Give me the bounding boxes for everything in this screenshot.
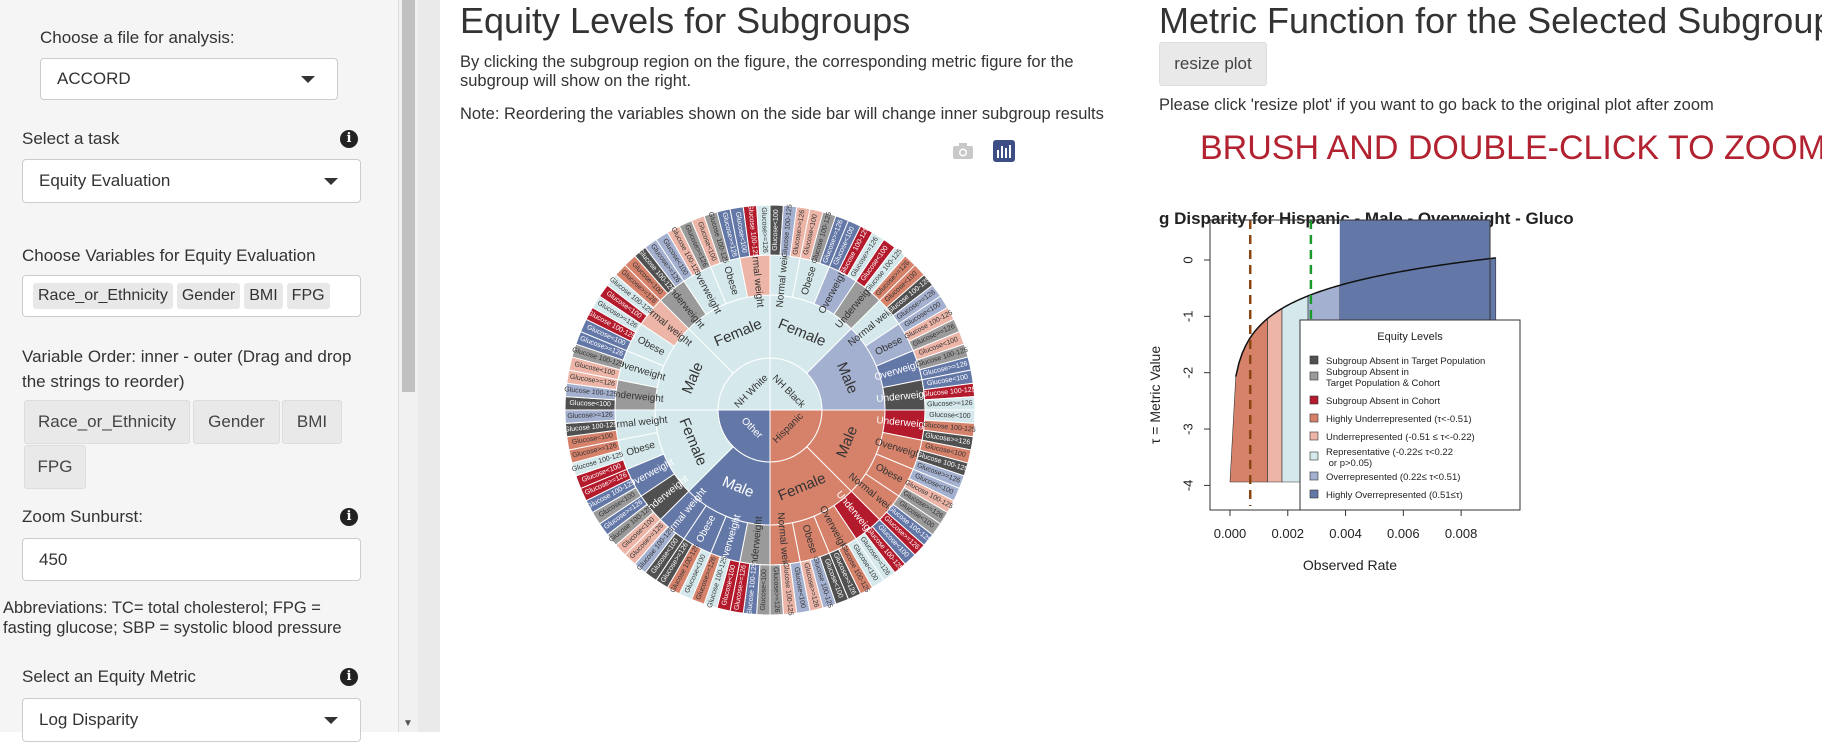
legend-label: Underrepresented (-0.51 ≤ τ<-0.22) <box>1326 432 1475 443</box>
task-label: Select a task <box>22 129 120 148</box>
y-axis-label: τ = Metric Value <box>1150 346 1163 444</box>
metric-select-value: Log Disparity <box>39 710 139 729</box>
legend-swatch <box>1309 395 1319 405</box>
sunburst-bmi-segment-label: Underweight <box>749 516 765 573</box>
legend-swatch <box>1309 489 1319 499</box>
zoom-input-value: 450 <box>39 549 68 569</box>
y-tick-label: -3 <box>1181 423 1196 435</box>
sunburst-title: Equity Levels for Subgroups <box>460 0 911 41</box>
y-tick-label: 0 <box>1181 256 1196 263</box>
sunburst-fpg-segment[interactable] <box>756 204 771 256</box>
sunburst-fpg-segment-label: Glucose<100 <box>929 412 971 420</box>
legend-title: Equity Levels <box>1377 331 1443 343</box>
var-chip[interactable]: FPG <box>286 283 330 309</box>
x-tick-label: 0.008 <box>1445 526 1478 541</box>
plotly-icon[interactable] <box>993 140 1015 162</box>
file-select[interactable]: ACCORD <box>40 58 338 100</box>
info-icon[interactable]: i <box>340 130 358 148</box>
metric-title: Metric Function for the Selected Subgrou… <box>1159 0 1822 41</box>
sunburst-fpg-segment-label: Glucose>=126 <box>772 567 780 613</box>
info-icon[interactable]: i <box>340 668 358 686</box>
x-tick-label: 0.004 <box>1329 526 1362 541</box>
sidebar-scrollbar-thumb[interactable] <box>402 0 415 392</box>
sunburst-fpg-segment-label: Glucose<100 <box>569 400 611 408</box>
metric-select[interactable]: Log Disparity <box>22 698 361 742</box>
reorder-note: Note: Reordering the variables shown on … <box>460 105 1104 123</box>
sunburst-fpg-segment-label: Glucose<100 <box>760 569 768 611</box>
order-label: Variable Order: inner - outer (Drag and … <box>22 347 352 391</box>
x-axis-label: Observed Rate <box>1303 557 1397 573</box>
info-icon[interactable]: i <box>340 508 358 526</box>
sunburst-fpg-segment-label: Glucose>=126 <box>760 207 768 253</box>
order-item[interactable]: FPG <box>24 445 86 489</box>
legend-label: Highly Underrepresented (τ<-0.51) <box>1326 414 1472 425</box>
sunburst-description: By clicking the subgroup region on the f… <box>460 53 1074 90</box>
order-item[interactable]: Gender <box>193 400 280 444</box>
legend-label: Representative (-0.22≤ τ<0.22 or p>0.05) <box>1326 447 1453 469</box>
legend-swatch <box>1309 451 1319 461</box>
legend-label: Subgroup Absent in Target Population <box>1326 356 1485 367</box>
file-select-value: ACCORD <box>57 69 131 88</box>
legend-box <box>1299 319 1521 511</box>
order-item[interactable]: BMI <box>282 400 342 444</box>
sunburst-fpg-segment-label: Glucose>=126 <box>567 412 613 420</box>
chevron-down-icon <box>301 76 315 83</box>
panel-gutter <box>418 0 440 732</box>
camera-icon[interactable] <box>952 142 974 160</box>
resize-plot-button[interactable]: resize plot <box>1159 42 1267 86</box>
order-item[interactable]: Race_or_Ethnicity <box>24 400 190 444</box>
zoom-input[interactable]: 450 <box>22 538 361 581</box>
y-tick-label: -4 <box>1181 480 1196 492</box>
file-label: Choose a file for analysis: <box>40 28 235 47</box>
sunburst-fpg-segment-label: Glucose>=126 <box>927 400 973 408</box>
legend-swatch <box>1309 431 1319 441</box>
sunburst-fpg-segment-label: Glucose<100 <box>772 209 780 251</box>
legend-label: Overrepresented (0.22≤ τ<0.51) <box>1326 472 1460 483</box>
legend-label: Highly Overrepresented (0.51≤τ) <box>1326 490 1463 501</box>
x-tick-label: 0.000 <box>1214 526 1247 541</box>
sidebar <box>0 0 398 732</box>
task-select-value: Equity Evaluation <box>39 171 171 190</box>
equity-band <box>1267 307 1283 483</box>
sunburst-bmi-segment-label: Underweight <box>607 389 664 405</box>
y-tick-label: -2 <box>1181 367 1196 379</box>
sunburst-bmi-segment-label: Underweight <box>876 415 933 431</box>
zoom-hint: BRUSH AND DOUBLE-CLICK TO ZOOM <box>1200 129 1822 167</box>
legend-label: Subgroup Absent in Cohort <box>1326 396 1440 407</box>
var-chip[interactable]: Gender <box>176 283 241 309</box>
scroll-down-arrow-icon[interactable]: ▼ <box>403 718 413 729</box>
metric-label: Select an Equity Metric <box>22 667 196 686</box>
x-tick-label: 0.006 <box>1387 526 1420 541</box>
chevron-down-icon <box>324 717 338 724</box>
abbreviations-text: Abbreviations: TC= total cholesterol; FP… <box>3 599 342 637</box>
task-select[interactable]: Equity Evaluation <box>22 159 361 203</box>
var-chip[interactable]: Race_or_Ethnicity <box>33 283 173 309</box>
zoom-label: Zoom Sunburst: <box>22 507 143 526</box>
vars-multiselect[interactable]: Race_or_Ethnicity Gender BMI FPG <box>22 275 361 317</box>
resize-hint: Please click 'resize plot' if you want t… <box>1159 96 1714 114</box>
metric-curve <box>1235 257 1496 377</box>
vars-label: Choose Variables for Equity Evaluation <box>22 246 316 265</box>
legend-swatch <box>1309 413 1319 423</box>
legend-swatch <box>1309 471 1319 481</box>
metric-plot[interactable]: 0.000 0.002 0.004 0.006 0.008 0 -1 -2 -3 -4 Observ… <box>1150 200 1620 680</box>
legend-label: Subgroup Absent in Target Population & Co… <box>1326 367 1440 389</box>
y-tick-label: -1 <box>1181 311 1196 323</box>
equity-band <box>1229 317 1268 483</box>
var-chip[interactable]: BMI <box>244 283 283 309</box>
legend-swatch <box>1309 371 1319 381</box>
sunburst-bmi-segment-label: Underweight <box>876 389 933 405</box>
x-tick-label: 0.002 <box>1272 526 1305 541</box>
chevron-down-icon <box>324 178 338 185</box>
legend-swatch <box>1309 355 1319 365</box>
